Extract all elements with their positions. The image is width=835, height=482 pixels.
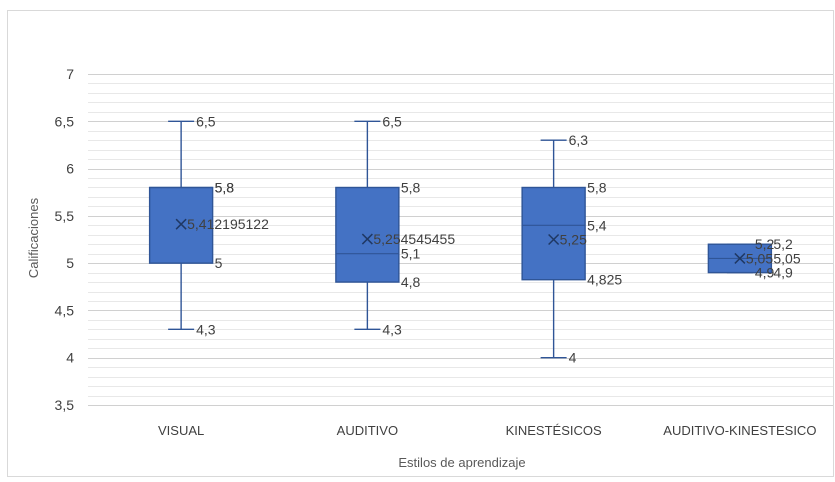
- y-tick-labels: 3,5 4 4,5 5 5,5 6 6,5 7: [55, 66, 75, 413]
- box-group-3: 5,2 4,9 5,25,054,95,05: [707, 236, 801, 281]
- y-tick-label: 5,5: [55, 208, 75, 224]
- mean-marker: [734, 252, 746, 264]
- box-group-0: 6,54,35,85,855,412195122: [148, 113, 269, 337]
- median-label: 5,4: [587, 217, 607, 233]
- x-tick-label: AUDITIVO-KINESTESICO: [663, 423, 816, 438]
- y-tick-label: 5: [66, 255, 74, 271]
- median-label: 5,8: [215, 179, 235, 195]
- max-label: 5,2: [755, 236, 775, 252]
- q3-label: 5,2: [773, 236, 793, 252]
- median-label: 5,05: [773, 250, 800, 266]
- y-tick-label: 6: [66, 161, 74, 177]
- iqr-box: [521, 186, 586, 281]
- y-tick-label: 3,5: [55, 397, 75, 413]
- mean-marker: [361, 233, 373, 245]
- y-tick-label: 7: [66, 66, 74, 82]
- max-label: 6,5: [196, 113, 216, 129]
- chart-border: [7, 10, 834, 477]
- y-tick-label: 6,5: [55, 113, 75, 129]
- x-tick-label: KINESTÉSICOS: [506, 423, 602, 438]
- x-axis-title: Estilos de aprendizaje: [398, 455, 525, 470]
- iqr-box: [335, 186, 400, 283]
- q3-label: 5,8: [587, 179, 607, 195]
- min-label: 4,3: [196, 321, 216, 337]
- mean-label: 5,412195122: [187, 216, 269, 232]
- max-label: 6,5: [382, 113, 402, 129]
- mean-label: 5,254545455: [373, 231, 455, 247]
- q3-label: 5,8: [215, 179, 235, 195]
- min-label: 4,3: [382, 321, 402, 337]
- min-label: 4: [569, 350, 577, 366]
- x-tick-label: VISUAL: [158, 423, 204, 438]
- q1-label: 4,8: [401, 274, 421, 290]
- q1-label: 4,9: [773, 265, 793, 281]
- mean-label: 5,25: [560, 232, 587, 248]
- y-tick-label: 4,5: [55, 302, 75, 318]
- y-axis-title: Calificaciones: [26, 197, 41, 278]
- box-layer: 6,5 4,3 5,8 5,8 5 5,412195122 6,5 4,3 5,8 5,1 4,8 5…: [148, 113, 801, 366]
- q1-label: 4,825: [587, 272, 622, 288]
- q3-label: 5,8: [401, 179, 421, 195]
- x-tick-label: AUDITIVO: [337, 423, 398, 438]
- q1-label: 5: [215, 255, 223, 271]
- median-label: 5,1: [401, 246, 421, 262]
- box-group-1: 6,5 4,3 5,8 5,1 4,8 5,254545455: [335, 113, 455, 337]
- y-tick-label: 4: [66, 350, 74, 366]
- min-label: 4,9: [755, 265, 775, 281]
- max-label: 6,3: [569, 132, 589, 148]
- x-tick-labels: VISUAL AUDITIVO KINESTÉSICOS AUDITIVO-KINES…: [158, 423, 816, 438]
- mean-marker: [548, 233, 560, 246]
- mean-marker: [175, 218, 187, 230]
- mean-label: 5,05: [746, 250, 773, 266]
- box-group-2: 6,3 4 5,8 5,4 4,825 5,25: [521, 132, 622, 366]
